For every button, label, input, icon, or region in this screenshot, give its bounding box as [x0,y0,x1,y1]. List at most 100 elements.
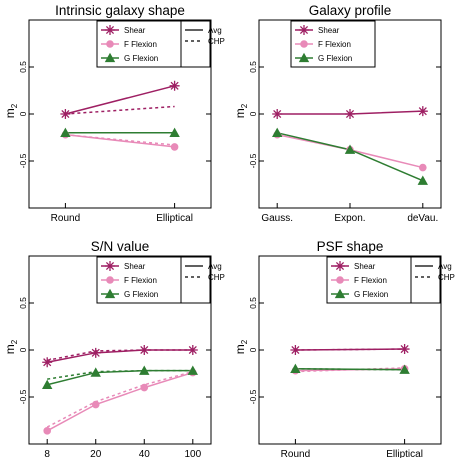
x-tick-label: Expon. [334,213,365,224]
x-tick-label: Round [281,449,310,458]
data-point-shear [417,106,428,117]
legend-style-label-chp: CHP [208,37,225,46]
chart-panel-psf-shape: PSF shape m2 -0.5 0 0.5 Round Elliptical Shear F… [233,239,455,458]
data-point-g-flexion [169,127,180,137]
chart-panel-s-n-value: S/N value m2 -0.5 0 0.5 8 20 40 100 Shear F Flexio… [3,239,225,458]
legend-style-label-avg: Avg [438,262,452,271]
data-point-f-flexion [170,143,179,151]
legend-marker-g-flexion [334,288,346,299]
legend-label-f-flexion: F Flexion [354,276,387,285]
y-tick-label: 0.5 [248,61,258,73]
data-point-f-flexion [419,163,427,172]
y-tick-label: 0 [18,347,28,352]
x-tick-label: Elliptical [156,213,193,224]
x-tick-label: 40 [139,449,151,458]
legend-marker-f-flexion [106,40,114,48]
y-tick-label: 0.5 [248,297,258,309]
legend-label-shear: Shear [318,26,340,35]
legend-marker-g-flexion [298,52,310,63]
series-line-shear-chp [295,348,405,351]
series-line-shear-chp [65,105,175,115]
data-point-shear [345,109,355,119]
chart-panel-intrinsic-galaxy-shape: Intrinsic galaxy shape m2 -0.5 0 0.5 Round Ell… [3,3,225,224]
data-point-g-flexion [399,364,410,374]
x-tick-label: 100 [184,449,201,458]
y-tick-label: 0.5 [18,297,28,309]
legend-marker-f-flexion [336,276,344,284]
data-point-f-flexion [91,400,100,409]
series-line-shear-avg [65,85,175,115]
data-point-g-flexion [60,127,71,137]
chart-title: Intrinsic galaxy shape [55,3,185,18]
x-tick-label: 20 [90,449,102,458]
legend-label-f-flexion: F Flexion [318,40,351,49]
x-tick-label: Elliptical [386,449,423,458]
data-point-f-flexion [140,383,149,392]
y-tick-label: -0.5 [18,153,28,168]
data-point-f-flexion [43,427,51,435]
legend-style-box [180,256,211,304]
data-point-g-flexion [290,363,301,373]
y-axis-label: m2 [3,103,19,118]
legend-marker-f-flexion [300,40,308,48]
y-tick-label: 0.5 [18,61,28,73]
data-point-shear [290,345,301,355]
data-point-g-flexion [42,379,53,389]
data-point-shear [139,345,150,355]
legend-label-g-flexion: G Flexion [354,290,388,299]
legend-label-shear: Shear [354,262,376,271]
data-point-g-flexion [90,367,101,377]
data-point-g-flexion [139,365,150,375]
legend-marker-shear [335,261,345,271]
legend-label-g-flexion: G Flexion [124,54,158,63]
legend-marker-shear [299,25,309,35]
series-line-f-flexion-avg [46,371,194,432]
chart-title: S/N value [91,239,150,254]
legend-marker-f-flexion [106,276,114,284]
legend-label-shear: Shear [124,262,146,271]
chart-title: PSF shape [317,239,384,254]
data-point-g-flexion [344,144,356,154]
series-line-f-flexion-avg [65,133,175,148]
legend-marker-g-flexion [104,52,116,63]
legend-label-g-flexion: G Flexion [124,290,158,299]
legend-label-shear: Shear [124,26,146,35]
legend-style-box [410,256,441,304]
x-tick-label: Gauss. [261,213,293,224]
data-point-g-flexion [272,127,283,137]
data-point-g-flexion [187,365,198,375]
x-tick-label: deVau. [407,213,438,224]
legend-marker-shear [105,261,115,271]
legend-label-f-flexion: F Flexion [124,276,157,285]
series-line-g-flexion-avg [277,132,424,182]
chart-panel-galaxy-profile: Galaxy profile m2 -0.5 0 0.5 Gauss. Expon. deVa… [233,3,442,224]
legend-marker-g-flexion [104,288,116,299]
series-line-f-flexion-chp [65,133,175,146]
series-line-shear-chp [47,349,193,362]
data-point-shear [169,80,180,91]
legend-style-label-avg: Avg [208,262,222,271]
y-tick-label: -0.5 [248,389,258,404]
y-tick-label: 0 [248,111,258,116]
x-tick-label: Round [51,213,80,224]
y-tick-label: -0.5 [18,389,28,404]
y-tick-label: 0 [248,347,258,352]
series-line-f-flexion-chp [46,370,193,428]
y-axis-label: m2 [3,339,19,354]
series-line-shear-avg [47,349,193,363]
legend-style-label-chp: CHP [208,273,225,282]
legend-style-box [180,20,211,68]
data-point-shear [60,109,71,119]
legend-style-label-avg: Avg [208,26,222,35]
chart-title: Galaxy profile [309,3,392,18]
legend-label-f-flexion: F Flexion [124,40,157,49]
data-point-shear [187,345,198,355]
x-tick-label: 8 [44,449,50,458]
y-tick-label: -0.5 [248,153,258,168]
series-line-g-flexion-chp [295,368,405,371]
data-point-g-flexion [417,175,428,185]
y-tick-label: 0 [18,111,28,116]
data-point-shear [42,357,53,368]
legend-marker-shear [105,25,115,35]
